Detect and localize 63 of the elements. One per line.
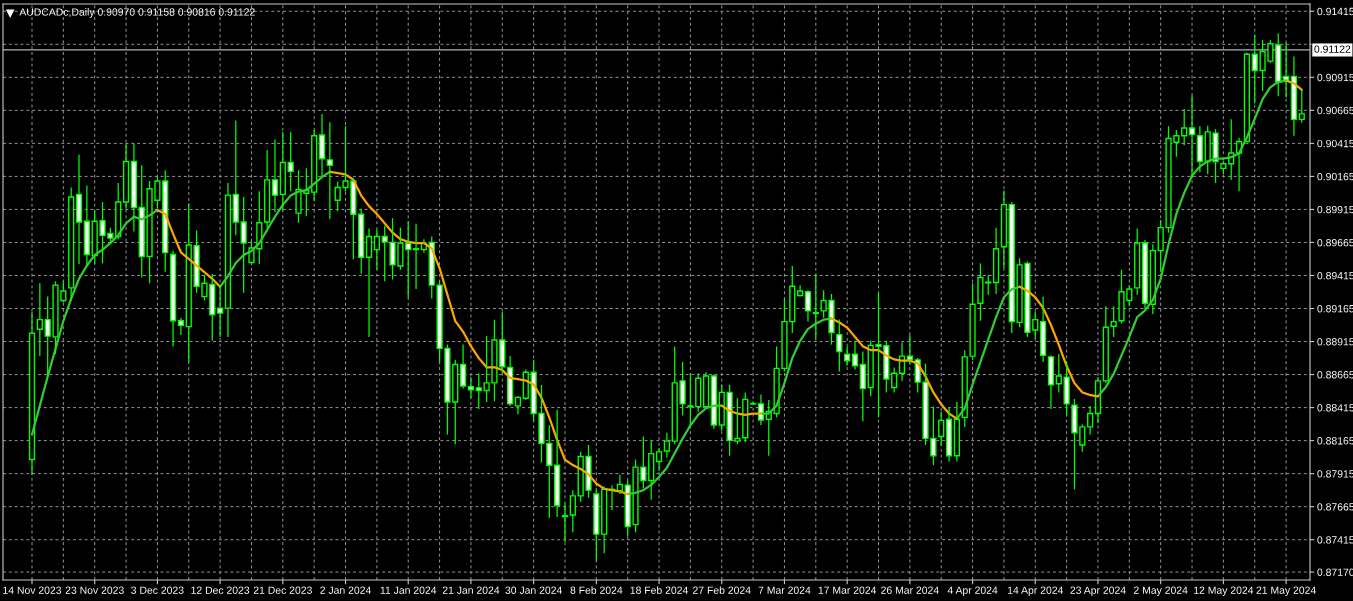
x-tick-label: 14 Apr 2024 xyxy=(1007,586,1064,596)
candlestick xyxy=(83,184,90,266)
x-tick-label: 30 Jan 2024 xyxy=(505,586,563,594)
candlestick xyxy=(514,396,522,415)
chart-title: AUDCADc,Daily 0.90970 0.91158 0.90816 0.91122 xyxy=(19,8,255,18)
candlestick xyxy=(271,138,279,213)
candlestick xyxy=(1298,89,1305,124)
candlestick xyxy=(373,229,381,271)
candlestick xyxy=(1196,125,1203,173)
x-tick-label: 7 Mar 2024 xyxy=(758,586,811,594)
candlestick xyxy=(1000,189,1008,269)
candlestick xyxy=(992,227,1000,295)
candlestick xyxy=(945,406,953,463)
candlestick xyxy=(655,447,663,472)
candlestick xyxy=(216,284,224,338)
x-tick-label: 8 Feb 2024 xyxy=(570,586,623,594)
candlestick xyxy=(1102,305,1109,384)
candlestick xyxy=(326,121,333,220)
x-tick-label: 2 Jan 2024 xyxy=(320,586,371,594)
candlestick xyxy=(122,142,130,210)
candlestick xyxy=(28,311,36,476)
x-tick-label: 17 Mar 2024 xyxy=(818,586,877,594)
x-tick-label: 21 May 2024 xyxy=(1256,586,1316,596)
candlestick xyxy=(804,289,812,323)
x-tick-label: 27 Feb 2024 xyxy=(693,586,751,594)
x-tick-label: 4 Apr 2024 xyxy=(947,586,998,596)
candlestick xyxy=(36,282,43,357)
candlestick xyxy=(953,401,961,463)
x-tick-label: 23 Nov 2023 xyxy=(65,586,124,594)
candlestick xyxy=(240,196,247,294)
candlestick xyxy=(812,273,819,340)
candlestick xyxy=(797,284,804,297)
candlestick xyxy=(130,142,138,233)
candlestick xyxy=(663,432,671,459)
x-tick-label: 12 May 2024 xyxy=(1194,586,1254,596)
candlestick xyxy=(264,149,271,229)
x-tick-label: 23 Apr 2024 xyxy=(1070,586,1126,596)
x-tick-label: 12 Dec 2023 xyxy=(191,586,250,594)
x-tick-label: 14 Nov 2023 xyxy=(3,586,62,594)
x-tick-label: 11 Jan 2024 xyxy=(380,586,437,594)
candlestick xyxy=(1141,239,1149,310)
x-tick-label: 3 Dec 2023 xyxy=(131,586,184,594)
candlestick xyxy=(365,227,373,338)
candlestick xyxy=(1188,94,1196,179)
candlestick xyxy=(75,154,83,265)
x-tick-label: 2 May 2024 xyxy=(1133,586,1188,596)
ref-line-label: 0.91122 xyxy=(1314,45,1351,53)
x-tick-label: 21 Dec 2023 xyxy=(253,586,312,594)
candlestick xyxy=(1087,405,1094,436)
candlestick xyxy=(287,131,294,192)
candlestick xyxy=(906,334,913,366)
candlestick xyxy=(169,250,177,348)
candlestick xyxy=(522,368,529,401)
candlestick xyxy=(851,340,859,371)
x-tick-label: 26 Mar 2024 xyxy=(881,586,939,594)
x-tick-label: 18 Feb 2024 xyxy=(630,586,688,594)
candlestick xyxy=(1039,295,1047,363)
candlestick xyxy=(710,373,718,430)
x-tick-label: 21 Jan 2024 xyxy=(442,586,500,594)
candlestick xyxy=(224,182,232,338)
candlestick xyxy=(1047,354,1055,410)
candlestick xyxy=(459,343,467,390)
candlestick xyxy=(318,113,326,177)
